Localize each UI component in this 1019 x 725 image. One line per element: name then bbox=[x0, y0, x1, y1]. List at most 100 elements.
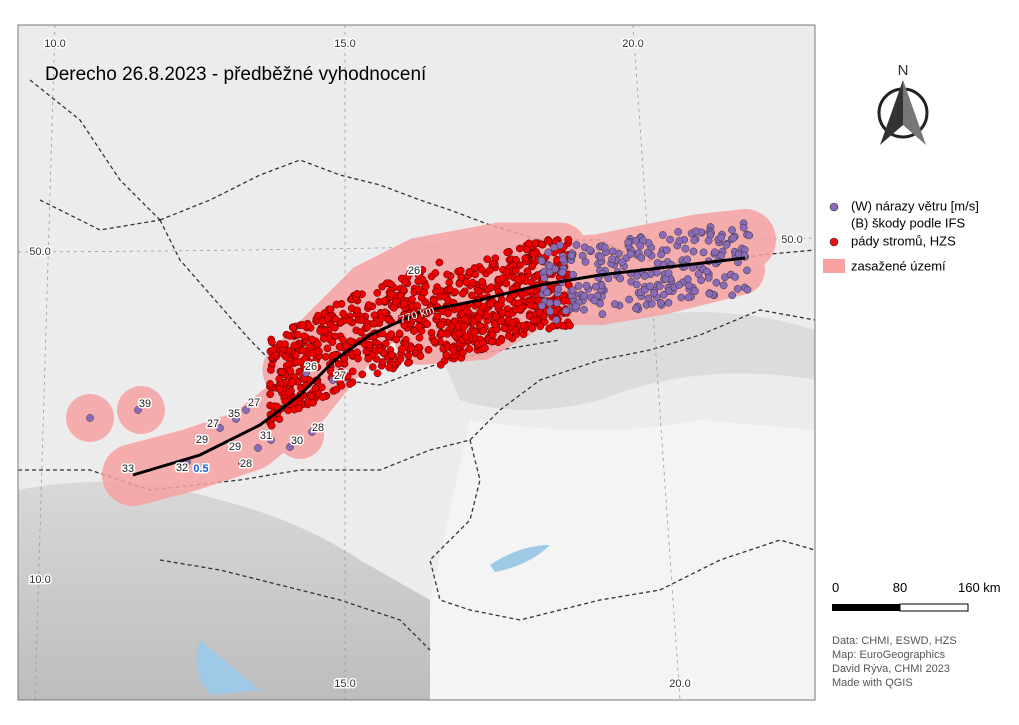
tree-fall bbox=[353, 348, 361, 357]
tree-fall bbox=[291, 351, 300, 360]
tree-fall bbox=[326, 305, 335, 314]
wind-gust bbox=[554, 284, 563, 293]
wind-gust bbox=[267, 436, 275, 444]
tree-fall bbox=[490, 320, 499, 328]
wind-gust bbox=[586, 246, 594, 254]
tree-fall bbox=[267, 421, 276, 430]
tree-fall bbox=[536, 322, 545, 331]
tree-fall bbox=[503, 248, 512, 257]
tree-fall bbox=[483, 255, 492, 264]
wind-gust bbox=[712, 278, 721, 287]
tree-fall bbox=[331, 323, 339, 332]
tree-fall bbox=[523, 245, 531, 254]
wind-gust bbox=[640, 272, 649, 280]
credit-line: Made with QGIS bbox=[832, 677, 913, 689]
tree-fall bbox=[515, 244, 524, 253]
wind-gust bbox=[684, 293, 693, 302]
tree-fall bbox=[528, 324, 537, 333]
tree-fall bbox=[323, 344, 332, 353]
tree-fall bbox=[286, 367, 295, 375]
wind-gust bbox=[86, 414, 94, 422]
tree-fall bbox=[373, 369, 382, 378]
wind-gust bbox=[286, 443, 294, 451]
wind-gust bbox=[657, 250, 665, 259]
graticule-label: 20.0 bbox=[622, 38, 643, 50]
wind-gust bbox=[580, 292, 589, 300]
tree-fall bbox=[379, 358, 387, 366]
wind-gust bbox=[582, 281, 591, 290]
wind-gust bbox=[590, 296, 599, 305]
wind-gust bbox=[655, 282, 664, 291]
tree-fall bbox=[456, 266, 465, 275]
wind-gust bbox=[616, 274, 625, 283]
tree-fall bbox=[337, 381, 346, 390]
wind-gust bbox=[653, 259, 662, 267]
wind-gust bbox=[545, 261, 554, 270]
tree-fall bbox=[396, 355, 405, 363]
tree-fall bbox=[365, 340, 373, 349]
wind-gust bbox=[664, 298, 673, 307]
title: Derecho 26.8.2023 - předběžné vyhodnocen… bbox=[45, 64, 427, 85]
wind-gust bbox=[650, 289, 658, 297]
tree-fall bbox=[446, 285, 454, 294]
tree-fall bbox=[544, 236, 552, 245]
tree-fall bbox=[504, 332, 513, 340]
wind-gust bbox=[134, 406, 142, 414]
wind-gust bbox=[537, 257, 546, 265]
tree-fall bbox=[414, 271, 423, 280]
scale-label: 0 bbox=[832, 580, 839, 595]
tree-fall bbox=[323, 314, 332, 322]
tree-fall bbox=[369, 319, 378, 328]
tree-fall bbox=[498, 274, 507, 282]
wind-gust bbox=[302, 369, 310, 377]
tree-fall bbox=[335, 343, 344, 351]
wind-gust bbox=[743, 285, 752, 294]
tree-fall bbox=[321, 352, 330, 361]
gust-label: 28 bbox=[312, 422, 324, 434]
wind-gust bbox=[674, 227, 683, 236]
wind-gust bbox=[238, 459, 246, 467]
wind-gust bbox=[578, 251, 587, 260]
tree-fall bbox=[268, 338, 276, 347]
tree-fall bbox=[421, 282, 430, 291]
tree-fall bbox=[315, 347, 323, 356]
tree-fall bbox=[357, 328, 365, 336]
tree-fall bbox=[407, 344, 415, 353]
tree-fall bbox=[430, 337, 439, 346]
tree-fall bbox=[410, 327, 418, 335]
tree-fall bbox=[358, 370, 367, 379]
wind-gust bbox=[666, 235, 674, 244]
wind-gust bbox=[596, 253, 605, 261]
graticule-label: 50.0 bbox=[29, 246, 50, 258]
wind-gust bbox=[704, 236, 713, 245]
wind-gust bbox=[540, 274, 549, 282]
wind-gust bbox=[719, 281, 728, 290]
tree-fall bbox=[463, 306, 471, 315]
tree-fall bbox=[537, 240, 546, 249]
tree-fall bbox=[401, 278, 409, 286]
tree-fall bbox=[470, 264, 479, 272]
tree-fall bbox=[332, 300, 341, 309]
tree-fall bbox=[461, 315, 470, 324]
tree-fall bbox=[465, 345, 474, 353]
tree-fall bbox=[331, 315, 340, 323]
wind-gust bbox=[538, 302, 546, 310]
tree-fall bbox=[309, 398, 317, 407]
tree-fall bbox=[277, 368, 286, 376]
wind-gust bbox=[699, 248, 708, 257]
tree-fall bbox=[521, 254, 530, 263]
wind-gust bbox=[662, 246, 671, 254]
tree-fall bbox=[529, 250, 538, 258]
tree-fall bbox=[284, 388, 293, 397]
wind-gust bbox=[637, 253, 646, 262]
tree-fall bbox=[415, 322, 423, 331]
tree-fall bbox=[353, 306, 361, 315]
tree-fall bbox=[298, 321, 307, 329]
tree-fall bbox=[404, 351, 413, 360]
wind-gust bbox=[691, 287, 699, 296]
tree-fall bbox=[339, 336, 347, 344]
wind-gust bbox=[232, 415, 240, 423]
tree-fall bbox=[485, 266, 494, 275]
wind-gust bbox=[644, 294, 653, 303]
wind-gust bbox=[574, 282, 583, 290]
